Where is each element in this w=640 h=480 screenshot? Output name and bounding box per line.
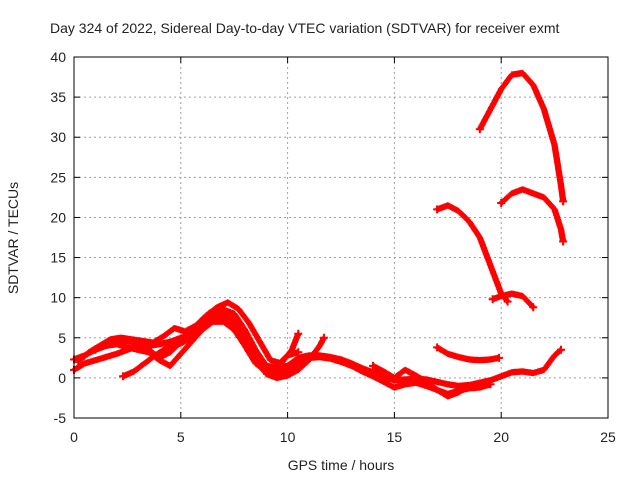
x-tick-label: 5 <box>177 429 185 445</box>
ticks <box>73 56 609 419</box>
y-tick-label: 10 <box>50 290 66 306</box>
y-tick-label: 20 <box>50 209 66 225</box>
endpoint-marker <box>495 353 504 362</box>
x-tick-label: 15 <box>387 429 403 445</box>
y-tick-label: 35 <box>50 89 66 105</box>
x-axis-label: GPS time / hours <box>288 457 395 473</box>
endpoint-marker <box>559 197 568 206</box>
series-track-i <box>488 290 538 312</box>
y-tick-label: 0 <box>58 370 66 386</box>
y-tick-label: 5 <box>58 330 66 346</box>
grid <box>74 57 608 418</box>
y-tick-label: 40 <box>50 49 66 65</box>
y-tick-label: -5 <box>54 410 67 426</box>
series-track-f <box>369 361 484 400</box>
endpoint-marker <box>294 329 303 338</box>
endpoint-marker <box>475 380 484 389</box>
series-track-g <box>433 343 504 364</box>
endpoint-marker <box>529 303 538 312</box>
chart-title: Day 324 of 2022, Sidereal Day-to-day VTE… <box>50 20 559 36</box>
series-markers <box>433 344 503 364</box>
x-tick-label: 10 <box>280 429 296 445</box>
endpoint-marker <box>559 237 568 246</box>
endpoint-marker <box>369 361 378 370</box>
endpoint-marker <box>319 333 328 342</box>
series-track-h <box>433 202 512 306</box>
y-tick-label: 30 <box>50 129 66 145</box>
x-tick-label: 0 <box>70 429 78 445</box>
endpoint-marker <box>475 125 484 134</box>
y-tick-label: 15 <box>50 250 66 266</box>
endpoint-marker <box>497 199 506 208</box>
x-tick-label: 20 <box>493 429 509 445</box>
endpoint-marker <box>486 380 495 389</box>
endpoint-marker <box>503 297 512 306</box>
y-axis-label: SDTVAR / TECUs <box>5 182 21 294</box>
endpoint-marker <box>74 357 83 366</box>
series-markers <box>498 186 567 245</box>
endpoint-marker <box>294 348 303 357</box>
x-tick-label: 25 <box>600 429 616 445</box>
data-marks <box>70 69 568 400</box>
y-tick-label: 25 <box>50 169 66 185</box>
endpoint-marker <box>488 295 497 304</box>
endpoint-marker <box>119 372 128 381</box>
series-track-e <box>91 318 303 375</box>
plot-frame <box>73 56 609 419</box>
series-track-j <box>475 69 568 206</box>
endpoint-marker <box>557 345 566 354</box>
series-track-k <box>497 186 568 246</box>
endpoint-marker <box>433 343 442 352</box>
endpoint-marker <box>433 205 442 214</box>
endpoint-marker <box>91 345 100 354</box>
